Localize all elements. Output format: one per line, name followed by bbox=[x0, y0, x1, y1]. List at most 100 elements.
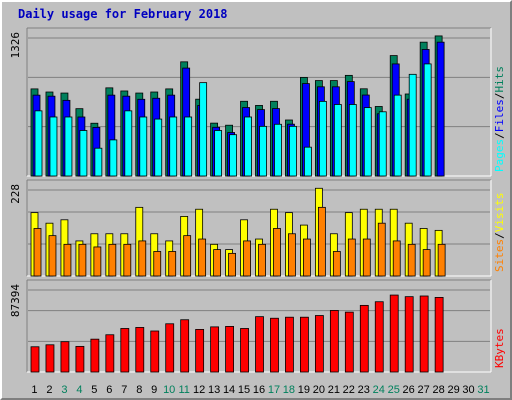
bar-sites-day-15 bbox=[243, 240, 251, 277]
bar-pages-day-16 bbox=[259, 125, 267, 177]
bar-kbytes-day-9 bbox=[150, 330, 160, 373]
bar-kbytes-day-2 bbox=[45, 344, 55, 373]
bar-pages-day-26 bbox=[408, 73, 417, 177]
bar-pages-day-4 bbox=[79, 130, 88, 177]
legend-entry: / bbox=[493, 132, 506, 139]
x-tick-label-day-27: 27 bbox=[418, 384, 430, 396]
bar-pages-day-27 bbox=[423, 63, 432, 177]
x-tick-label-day-23: 23 bbox=[358, 384, 370, 396]
bar-sites-day-19 bbox=[303, 238, 311, 277]
bar-pages-day-7 bbox=[124, 110, 133, 177]
bar-kbytes-day-19 bbox=[300, 316, 309, 373]
x-tick-label-day-31: 31 bbox=[477, 384, 489, 396]
bar-files-day-28 bbox=[436, 41, 445, 177]
bar-sites-day-20 bbox=[317, 206, 326, 277]
bar-pages-day-14 bbox=[229, 134, 237, 177]
bar-kbytes-day-11 bbox=[180, 319, 190, 373]
x-tick-label-day-3: 3 bbox=[61, 384, 67, 396]
x-tick-label-day-11: 11 bbox=[178, 384, 189, 396]
bar-kbytes-day-10 bbox=[165, 323, 175, 373]
bar-pages-day-18 bbox=[289, 125, 297, 177]
x-tick-label-day-2: 2 bbox=[46, 384, 52, 396]
x-tick-label-day-6: 6 bbox=[106, 384, 112, 396]
bar-pages-day-3 bbox=[64, 116, 73, 177]
bar-pages-day-12 bbox=[199, 82, 208, 177]
bar-kbytes-day-7 bbox=[120, 328, 130, 373]
x-tick-label-day-10: 10 bbox=[163, 384, 175, 396]
bar-sites-day-16 bbox=[258, 243, 266, 277]
x-tick-label-day-19: 19 bbox=[298, 384, 310, 396]
bar-sites-day-8 bbox=[138, 240, 147, 277]
bar-pages-day-15 bbox=[244, 116, 252, 177]
bar-sites-day-5 bbox=[93, 246, 102, 277]
bar-pages-day-1 bbox=[34, 110, 43, 177]
bar-kbytes-day-24 bbox=[374, 301, 384, 373]
bar-sites-day-28 bbox=[437, 243, 446, 277]
bar-sites-day-4 bbox=[78, 243, 87, 277]
bar-sites-day-23 bbox=[362, 238, 371, 277]
bar-pages-day-22 bbox=[348, 104, 357, 177]
bar-pages-day-9 bbox=[154, 118, 163, 177]
bar-pages-day-11 bbox=[184, 116, 193, 177]
bar-pages-day-2 bbox=[49, 116, 58, 177]
bar-pages-day-24 bbox=[378, 111, 387, 177]
bar-kbytes-day-22 bbox=[344, 311, 354, 373]
bar-kbytes-day-6 bbox=[105, 334, 115, 373]
bar-pages-day-25 bbox=[393, 94, 402, 177]
chart-title: Daily usage for February 2018 bbox=[18, 7, 228, 21]
bar-pages-day-8 bbox=[139, 116, 148, 177]
bar-kbytes-day-23 bbox=[359, 304, 369, 373]
bar-pages-day-23 bbox=[363, 107, 372, 177]
x-tick-label-day-15: 15 bbox=[238, 384, 250, 396]
x-tick-label-day-22: 22 bbox=[343, 384, 355, 396]
x-tick-label-day-24: 24 bbox=[373, 384, 385, 396]
bar-pages-day-13 bbox=[214, 130, 223, 177]
x-tick-label-day-21: 21 bbox=[328, 384, 340, 396]
x-tick-label-day-1: 1 bbox=[31, 384, 37, 396]
bar-sites-day-17 bbox=[273, 228, 281, 277]
bar-sites-day-11 bbox=[183, 235, 192, 277]
x-tick-label-day-16: 16 bbox=[253, 384, 265, 396]
bar-sites-day-27 bbox=[422, 249, 431, 277]
bar-sites-day-24 bbox=[377, 222, 386, 277]
x-tick-label-day-17: 17 bbox=[268, 384, 280, 396]
legend-entry: KBytes bbox=[493, 328, 506, 368]
x-tick-label-day-9: 9 bbox=[151, 384, 157, 396]
bar-kbytes-day-21 bbox=[329, 310, 339, 373]
bar-kbytes-day-1 bbox=[30, 346, 40, 373]
bar-sites-day-7 bbox=[123, 243, 132, 277]
bar-kbytes-day-25 bbox=[389, 294, 399, 373]
legend-entry: / bbox=[493, 93, 506, 100]
legend-kbytes: KBytes bbox=[493, 328, 506, 368]
bar-kbytes-day-14 bbox=[225, 325, 234, 373]
bar-pages-day-6 bbox=[109, 139, 118, 177]
ymax-label-kbytes: 87394 bbox=[9, 284, 22, 317]
legend-entry: Sites bbox=[493, 239, 506, 272]
x-tick-label-day-4: 4 bbox=[76, 384, 82, 396]
bar-kbytes-day-15 bbox=[240, 328, 249, 373]
bar-pages-day-10 bbox=[169, 116, 178, 177]
x-tick-label-day-29: 29 bbox=[447, 384, 459, 396]
x-tick-label-day-5: 5 bbox=[91, 384, 97, 396]
x-tick-label-day-13: 13 bbox=[208, 384, 220, 396]
bar-sites-day-22 bbox=[347, 238, 356, 277]
x-tick-label-day-30: 30 bbox=[462, 384, 474, 396]
bar-sites-day-21 bbox=[332, 251, 341, 277]
x-tick-label-day-12: 12 bbox=[193, 384, 205, 396]
bar-kbytes-day-27 bbox=[419, 295, 429, 373]
bar-kbytes-day-17 bbox=[270, 317, 279, 373]
legend-visits-sites: Sites/Visits bbox=[493, 193, 506, 273]
bar-sites-day-13 bbox=[213, 249, 222, 277]
bar-kbytes-day-8 bbox=[135, 327, 145, 373]
x-tick-label-day-18: 18 bbox=[283, 384, 295, 396]
x-tick-label-day-14: 14 bbox=[223, 384, 235, 396]
bar-sites-day-1 bbox=[33, 228, 42, 277]
bar-kbytes-day-18 bbox=[285, 316, 294, 373]
legend-entry: Files bbox=[493, 99, 506, 132]
bar-kbytes-day-26 bbox=[404, 296, 414, 373]
bar-kbytes-day-3 bbox=[60, 341, 70, 373]
x-tick-label-day-25: 25 bbox=[388, 384, 400, 396]
ymax-label-hits-files-pages: 1326 bbox=[9, 32, 22, 59]
bar-kbytes-day-13 bbox=[210, 326, 220, 373]
